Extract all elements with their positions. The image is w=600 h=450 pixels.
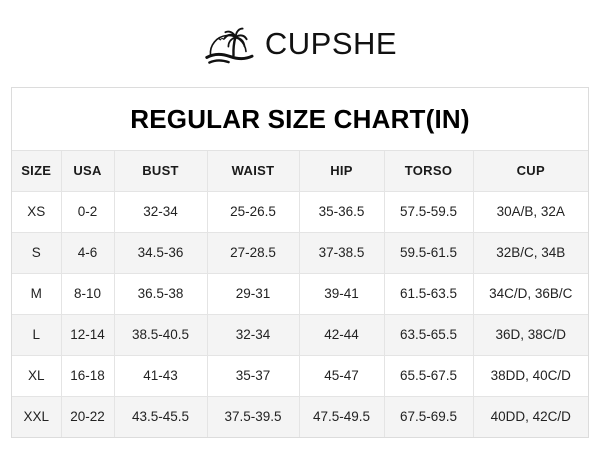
cell-size: M bbox=[12, 273, 62, 315]
cell-torso: 63.5-65.5 bbox=[384, 314, 474, 356]
cell-waist: 32-34 bbox=[207, 314, 300, 356]
cell-waist: 37.5-39.5 bbox=[207, 396, 300, 437]
table-row: L 12-14 38.5-40.5 32-34 42-44 63.5-65.5 … bbox=[12, 314, 588, 356]
column-header-usa: USA bbox=[61, 151, 115, 192]
cell-usa: 0-2 bbox=[61, 191, 115, 233]
cell-waist: 25-26.5 bbox=[207, 191, 300, 233]
cell-usa: 4-6 bbox=[61, 232, 115, 274]
cell-cup: 34C/D, 36B/C bbox=[473, 273, 588, 315]
cell-bust: 41-43 bbox=[114, 355, 208, 397]
cell-torso: 67.5-69.5 bbox=[384, 396, 474, 437]
cell-hip: 45-47 bbox=[299, 355, 385, 397]
cell-waist: 29-31 bbox=[207, 273, 300, 315]
cell-bust: 38.5-40.5 bbox=[114, 314, 208, 356]
cell-cup: 36D, 38C/D bbox=[473, 314, 588, 356]
cell-hip: 47.5-49.5 bbox=[299, 396, 385, 437]
cell-size: XS bbox=[12, 191, 62, 233]
column-header-cup: CUP bbox=[473, 151, 588, 192]
cell-usa: 20-22 bbox=[61, 396, 115, 437]
cell-hip: 39-41 bbox=[299, 273, 385, 315]
cell-waist: 35-37 bbox=[207, 355, 300, 397]
cell-bust: 36.5-38 bbox=[114, 273, 208, 315]
cell-bust: 32-34 bbox=[114, 191, 208, 233]
cell-bust: 43.5-45.5 bbox=[114, 396, 208, 437]
table-row: M 8-10 36.5-38 29-31 39-41 61.5-63.5 34C… bbox=[12, 273, 588, 315]
column-header-torso: TORSO bbox=[384, 151, 474, 192]
palm-tree-sun-waves-icon bbox=[203, 22, 255, 66]
cell-size: XXL bbox=[12, 396, 62, 437]
table-header-row: SIZE USA BUST WAIST HIP TORSO CUP bbox=[12, 151, 588, 192]
chart-title: REGULAR SIZE CHART(IN) bbox=[130, 103, 470, 134]
size-chart-card: REGULAR SIZE CHART(IN) SIZE USA BUST WAI… bbox=[11, 87, 589, 438]
cell-hip: 42-44 bbox=[299, 314, 385, 356]
cell-torso: 59.5-61.5 bbox=[384, 232, 474, 274]
table-row: XL 16-18 41-43 35-37 45-47 65.5-67.5 38D… bbox=[12, 355, 588, 397]
cell-torso: 65.5-67.5 bbox=[384, 355, 474, 397]
column-header-size: SIZE bbox=[12, 151, 62, 192]
cell-usa: 12-14 bbox=[61, 314, 115, 356]
cell-usa: 8-10 bbox=[61, 273, 115, 315]
table-row: S 4-6 34.5-36 27-28.5 37-38.5 59.5-61.5 … bbox=[12, 232, 588, 274]
column-header-bust: BUST bbox=[114, 151, 208, 192]
cell-cup: 38DD, 40C/D bbox=[473, 355, 588, 397]
cell-cup: 30A/B, 32A bbox=[473, 191, 588, 233]
cell-size: S bbox=[12, 232, 62, 274]
cell-hip: 37-38.5 bbox=[299, 232, 385, 274]
cell-torso: 61.5-63.5 bbox=[384, 273, 474, 315]
cell-hip: 35-36.5 bbox=[299, 191, 385, 233]
cell-size: XL bbox=[12, 355, 62, 397]
column-header-hip: HIP bbox=[299, 151, 385, 192]
cell-bust: 34.5-36 bbox=[114, 232, 208, 274]
cell-cup: 32B/C, 34B bbox=[473, 232, 588, 274]
cell-usa: 16-18 bbox=[61, 355, 115, 397]
cell-waist: 27-28.5 bbox=[207, 232, 300, 274]
cell-cup: 40DD, 42C/D bbox=[473, 396, 588, 437]
cell-size: L bbox=[12, 314, 62, 356]
table-row: XXL 20-22 43.5-45.5 37.5-39.5 47.5-49.5 … bbox=[12, 396, 588, 437]
chart-title-row: REGULAR SIZE CHART(IN) bbox=[12, 88, 588, 151]
size-chart-table: SIZE USA BUST WAIST HIP TORSO CUP XS 0-2… bbox=[12, 151, 588, 437]
brand-name: CUPSHE bbox=[264, 26, 398, 61]
cell-torso: 57.5-59.5 bbox=[384, 191, 474, 233]
table-row: XS 0-2 32-34 25-26.5 35-36.5 57.5-59.5 3… bbox=[12, 191, 588, 233]
brand-header: CUPSHE bbox=[0, 0, 600, 87]
column-header-waist: WAIST bbox=[207, 151, 300, 192]
